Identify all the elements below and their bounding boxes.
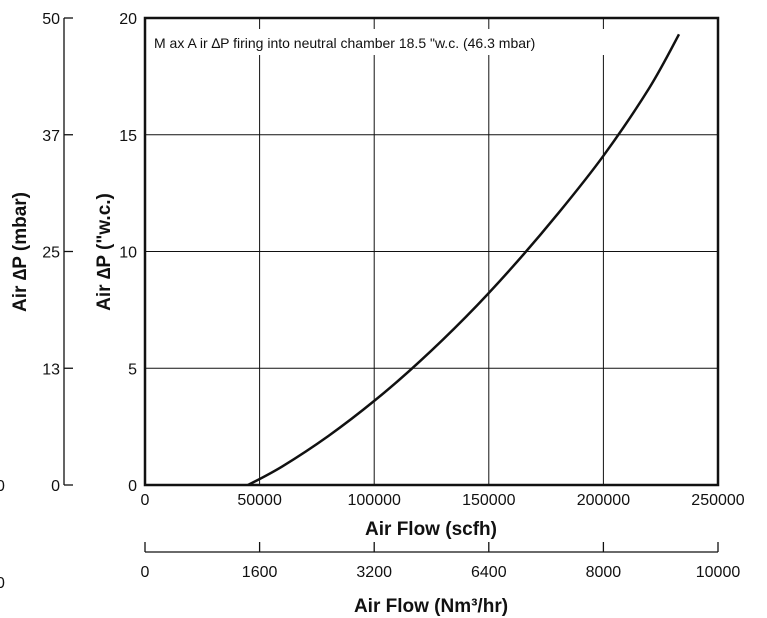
y-tick-label: 10 xyxy=(119,245,137,262)
secondary-x-tick-label: 1600 xyxy=(242,564,278,581)
y-tick-label: 5 xyxy=(128,361,137,378)
secondary-y-axis-label: Air ∆P (mbar) xyxy=(10,192,31,312)
plot-frame xyxy=(143,16,720,487)
secondary-x-tick-label: 0 xyxy=(141,564,150,581)
stray-mark: 0 xyxy=(0,478,5,495)
x-tick-label: 0 xyxy=(141,492,150,509)
y-axis-label: Air ∆P ("w.c.) xyxy=(94,193,115,311)
x-axis-ticks: 0 50000 100000 150000 200000 250000 xyxy=(141,492,745,509)
secondary-x-tick-label: 3200 xyxy=(356,564,392,581)
secondary-y-tick-label: 50 xyxy=(42,11,60,28)
data-series-line xyxy=(247,33,681,487)
x-axis-label: Air Flow (scfh) xyxy=(365,519,497,540)
secondary-x-tick-label: 8000 xyxy=(586,564,622,581)
secondary-y-axis: 0 13 25 37 50 xyxy=(42,11,73,495)
y-tick-label: 20 xyxy=(119,11,137,28)
secondary-x-axis: 0 1600 3200 6400 8000 10000 xyxy=(141,542,741,581)
x-tick-label: 100000 xyxy=(348,492,401,509)
x-tick-label: 150000 xyxy=(462,492,515,509)
secondary-y-tick-label: 37 xyxy=(42,128,60,145)
annotation-box xyxy=(150,29,658,55)
y-tick-label: 0 xyxy=(128,478,137,495)
x-tick-label: 250000 xyxy=(691,492,744,509)
secondary-y-tick-label: 25 xyxy=(42,245,60,262)
secondary-y-tick-label: 0 xyxy=(51,478,60,495)
y-axis-ticks: 0 5 10 15 20 xyxy=(119,11,137,495)
secondary-x-axis-label: Air Flow (Nm³/hr) xyxy=(354,596,508,617)
x-tick-label: 50000 xyxy=(237,492,282,509)
y-tick-label: 15 xyxy=(119,128,137,145)
grid-lines xyxy=(145,18,718,485)
secondary-x-tick-label: 10000 xyxy=(696,564,741,581)
secondary-x-tick-label: 6400 xyxy=(471,564,507,581)
x-tick-label: 200000 xyxy=(577,492,630,509)
secondary-y-tick-label: 13 xyxy=(42,361,60,378)
stray-mark: 0 xyxy=(0,575,5,592)
max-pressure-annotation: M ax A ir ∆P firing into neutral chamber… xyxy=(154,35,535,51)
